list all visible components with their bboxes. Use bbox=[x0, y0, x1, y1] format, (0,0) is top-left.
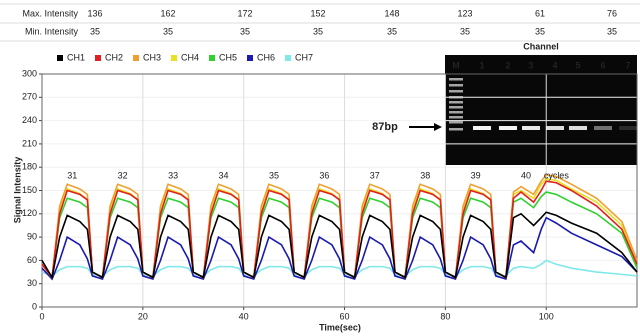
cycle-label: 39 bbox=[471, 170, 481, 180]
ladder-band bbox=[449, 96, 463, 99]
ladder-band bbox=[449, 101, 463, 104]
lane-label: 5 bbox=[575, 60, 580, 70]
y-tick-label: 300 bbox=[22, 68, 37, 78]
lane-label: 7 bbox=[625, 60, 630, 70]
y-tick-label: 150 bbox=[22, 185, 37, 195]
x-axis-title: Time(sec) bbox=[319, 322, 361, 332]
legend-swatch bbox=[95, 55, 101, 61]
x-tick-label: 60 bbox=[340, 311, 350, 321]
gel-band bbox=[594, 126, 612, 130]
y-tick-label: 180 bbox=[22, 162, 37, 172]
ladder-band bbox=[449, 116, 463, 119]
x-tick-label: 0 bbox=[39, 311, 44, 321]
series-line bbox=[42, 218, 637, 279]
cell: 172 bbox=[237, 8, 252, 18]
cell: 136 bbox=[87, 8, 102, 18]
ladder-band bbox=[449, 90, 463, 93]
cell: 35 bbox=[460, 26, 470, 36]
y-tick-label: 30 bbox=[27, 278, 37, 288]
y-tick-label: 270 bbox=[22, 92, 37, 102]
y-tick-label: 0 bbox=[32, 301, 37, 311]
gel-band bbox=[499, 126, 517, 130]
ladder-band bbox=[449, 106, 463, 109]
screen: Channel 87bp Signal Intensity Time(sec) … bbox=[0, 0, 640, 336]
cycle-label: 40 bbox=[521, 170, 531, 180]
lane-label: 1 bbox=[479, 60, 484, 70]
lane-label: 2 bbox=[505, 60, 510, 70]
cell: 35 bbox=[387, 26, 397, 36]
gel-band bbox=[473, 126, 491, 130]
cycle-label: 33 bbox=[168, 170, 178, 180]
legend-label: CH4 bbox=[181, 52, 199, 62]
lane-label: 6 bbox=[600, 60, 605, 70]
row-label: Min. Intensity bbox=[25, 26, 79, 36]
legend-label: CH7 bbox=[295, 52, 313, 62]
arrow-head bbox=[434, 123, 442, 131]
ladder-band bbox=[449, 121, 463, 124]
cell: 35 bbox=[240, 26, 250, 36]
gel-title: Channel bbox=[523, 41, 559, 51]
legend-swatch bbox=[171, 55, 177, 61]
legend-label: CH2 bbox=[105, 52, 123, 62]
cycle-label: 36 bbox=[319, 170, 329, 180]
ladder-band bbox=[449, 111, 463, 114]
cell: 35 bbox=[607, 26, 617, 36]
cycle-label: 37 bbox=[370, 170, 380, 180]
legend-swatch bbox=[133, 55, 139, 61]
ladder-band bbox=[449, 128, 463, 131]
legend-swatch bbox=[285, 55, 291, 61]
legend-label: CH3 bbox=[143, 52, 161, 62]
lane-label: 3 bbox=[528, 60, 533, 70]
gel-band bbox=[546, 126, 564, 130]
legend-label: CH5 bbox=[219, 52, 237, 62]
cell: 35 bbox=[313, 26, 323, 36]
cell: 35 bbox=[535, 26, 545, 36]
ladder-band bbox=[449, 84, 463, 87]
gel-band bbox=[569, 126, 587, 130]
legend-label: CH1 bbox=[67, 52, 85, 62]
cycle-label: 31 bbox=[67, 170, 77, 180]
gel-marker: 87bp bbox=[372, 121, 398, 133]
cell: 162 bbox=[160, 8, 175, 18]
x-tick-label: 20 bbox=[138, 311, 148, 321]
y-axis-title: Signal Intensity bbox=[12, 157, 22, 224]
legend-swatch bbox=[57, 55, 63, 61]
ladder-band bbox=[449, 78, 463, 81]
legend-swatch bbox=[247, 55, 253, 61]
gel-band bbox=[522, 126, 540, 130]
cell: 148 bbox=[384, 8, 399, 18]
gel-band bbox=[619, 126, 637, 130]
cycle-label: 35 bbox=[269, 170, 279, 180]
x-tick-label: 100 bbox=[539, 311, 554, 321]
cycle-unit: cycles bbox=[544, 170, 570, 180]
x-tick-label: 80 bbox=[440, 311, 450, 321]
x-tick-label: 40 bbox=[239, 311, 249, 321]
legend-swatch bbox=[209, 55, 215, 61]
legend-label: CH6 bbox=[257, 52, 275, 62]
gel-image bbox=[445, 55, 637, 165]
cycle-label: 38 bbox=[420, 170, 430, 180]
y-tick-label: 210 bbox=[22, 138, 37, 148]
cell: 123 bbox=[457, 8, 472, 18]
cell: 76 bbox=[607, 8, 617, 18]
cycle-label: 34 bbox=[219, 170, 229, 180]
lane-label: 4 bbox=[552, 60, 557, 70]
cell: 35 bbox=[163, 26, 173, 36]
row-label: Max. Intensity bbox=[22, 8, 78, 18]
y-tick-label: 90 bbox=[27, 231, 37, 241]
series-line bbox=[42, 260, 637, 276]
cell: 35 bbox=[90, 26, 100, 36]
y-tick-label: 120 bbox=[22, 208, 37, 218]
cell: 61 bbox=[535, 8, 545, 18]
y-tick-label: 240 bbox=[22, 115, 37, 125]
cell: 152 bbox=[310, 8, 325, 18]
cycle-label: 32 bbox=[118, 170, 128, 180]
y-tick-label: 60 bbox=[27, 255, 37, 265]
lane-label: M bbox=[452, 60, 460, 70]
